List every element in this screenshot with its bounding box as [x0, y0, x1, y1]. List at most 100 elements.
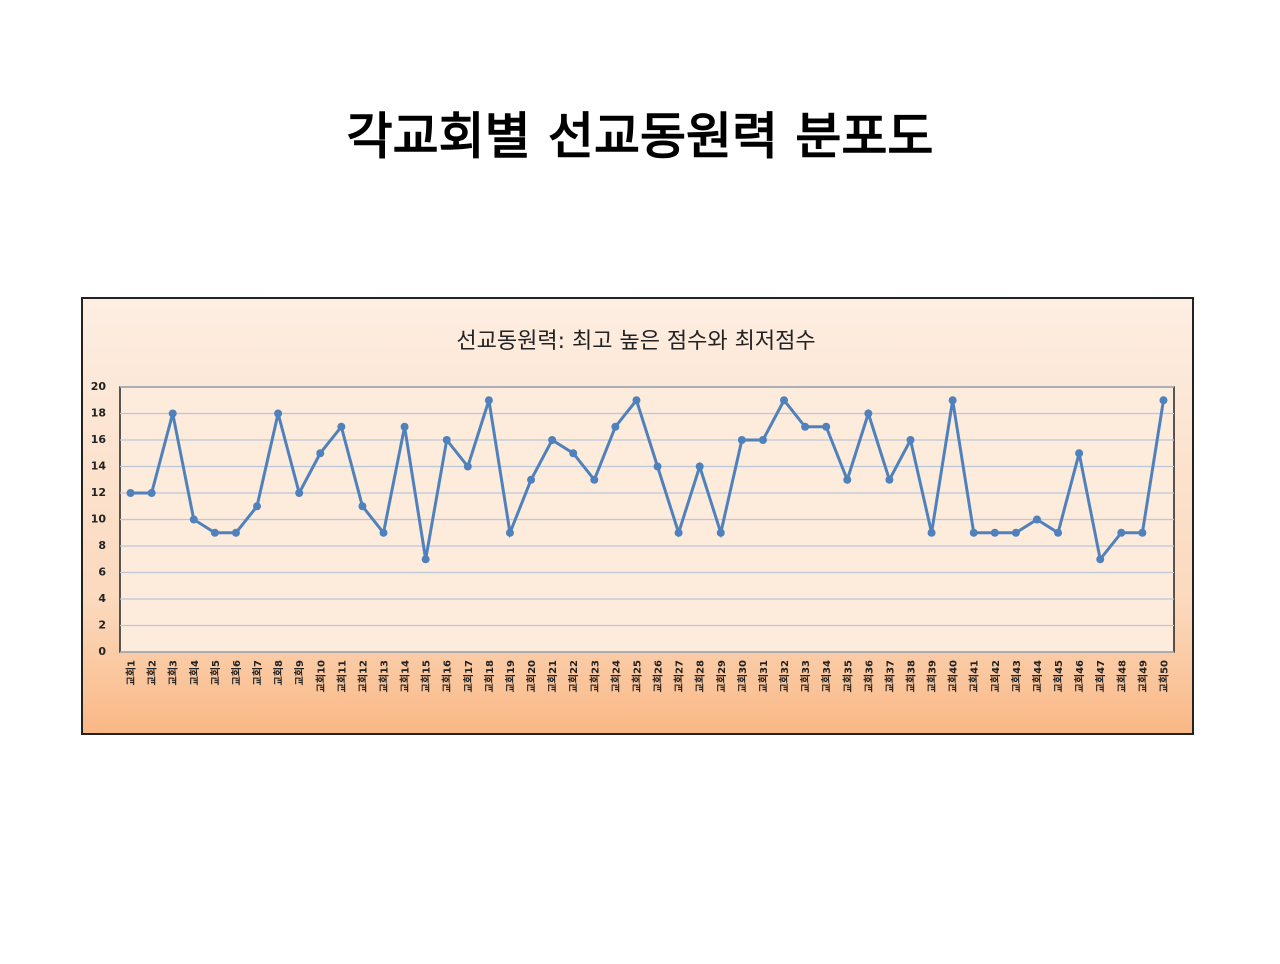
data-point	[505, 528, 514, 537]
y-tick-label: 20	[91, 380, 107, 393]
x-tick-label: 교회46	[1073, 660, 1086, 692]
data-point	[758, 436, 767, 444]
y-tick-label: 4	[98, 592, 106, 605]
data-point	[337, 422, 346, 431]
x-tick-label: 교회26	[652, 660, 665, 692]
data-point	[843, 475, 852, 484]
y-tick-label: 16	[91, 433, 107, 446]
x-tick-label: 교회27	[673, 660, 686, 692]
x-tick-label: 교회31	[757, 660, 770, 692]
x-tick-label: 교회38	[905, 660, 918, 692]
x-tick-label: 교회42	[989, 660, 1002, 692]
data-point	[737, 436, 746, 444]
x-tick-label: 교회37	[883, 660, 896, 692]
data-point	[569, 449, 578, 458]
x-tick-label: 교회32	[778, 660, 791, 692]
data-point	[548, 436, 557, 444]
x-tick-label: 교회44	[1031, 660, 1044, 692]
x-tick-label: 교회39	[926, 660, 939, 692]
y-tick-label: 10	[91, 513, 107, 526]
data-point	[948, 396, 957, 405]
x-tick-label: 교회28	[694, 660, 707, 692]
x-tick-label: 교회9	[293, 660, 306, 685]
data-point	[632, 396, 641, 405]
data-point	[295, 489, 304, 497]
x-tick-label: 교회12	[356, 660, 369, 692]
data-point	[822, 422, 831, 431]
x-tick-label: 교회45	[1052, 660, 1065, 692]
y-tick-label: 8	[98, 539, 106, 552]
data-point	[1032, 515, 1041, 524]
y-tick-label: 14	[91, 460, 107, 473]
data-point	[274, 409, 283, 418]
x-tick-label: 교회30	[736, 660, 749, 692]
data-point	[253, 502, 262, 511]
data-point	[1011, 528, 1020, 537]
x-tick-label: 교회48	[1115, 660, 1128, 692]
data-point	[590, 475, 599, 484]
x-tick-label: 교회11	[335, 660, 348, 692]
x-tick-label: 교회47	[1094, 660, 1107, 692]
x-tick-label: 교회41	[968, 660, 981, 692]
y-tick-label: 2	[98, 619, 106, 632]
x-tick-label: 교회1	[125, 660, 138, 685]
x-tick-label: 교회18	[483, 660, 496, 692]
x-tick-label: 교회4	[188, 660, 201, 685]
x-tick-label: 교회3	[167, 660, 180, 685]
x-tick-label: 교회19	[504, 660, 517, 692]
x-tick-label: 교회5	[209, 660, 222, 685]
x-tick-label: 교회40	[947, 660, 960, 692]
data-point	[780, 396, 789, 405]
y-tick-label: 12	[91, 486, 106, 499]
data-point	[716, 528, 725, 537]
data-point	[1138, 528, 1147, 537]
y-tick-label: 18	[91, 407, 106, 420]
data-point	[1075, 449, 1084, 458]
x-tick-label: 교회50	[1157, 660, 1170, 692]
data-point	[147, 489, 156, 497]
x-tick-label: 교회7	[251, 660, 264, 685]
data-point	[463, 462, 472, 471]
data-point	[1054, 528, 1063, 537]
x-tick-label: 교회34	[820, 660, 833, 692]
x-tick-label: 교회29	[715, 660, 728, 692]
x-tick-label: 교회15	[420, 660, 433, 692]
x-tick-label: 교회35	[841, 660, 854, 692]
x-tick-label: 교회14	[399, 660, 412, 692]
x-tick-label: 교회22	[567, 660, 580, 692]
x-tick-label: 교회17	[462, 660, 475, 692]
x-tick-label: 교회2	[146, 660, 159, 685]
data-point	[906, 436, 915, 444]
data-point	[801, 422, 810, 431]
x-tick-label: 교회16	[441, 660, 454, 692]
data-point	[1159, 396, 1168, 405]
data-point	[611, 422, 620, 431]
data-point	[316, 449, 325, 458]
data-point	[168, 409, 177, 418]
data-point	[927, 528, 936, 537]
x-tick-label: 교회25	[630, 660, 643, 692]
x-tick-label: 교회6	[230, 660, 243, 685]
y-tick-label: 0	[98, 645, 106, 658]
x-tick-label: 교회21	[546, 660, 559, 692]
data-point	[421, 555, 430, 564]
data-point	[885, 475, 894, 484]
x-tick-label: 교회23	[588, 660, 601, 692]
x-tick-label: 교회8	[272, 660, 285, 685]
data-point	[210, 528, 219, 537]
data-point	[231, 528, 240, 537]
data-point	[990, 528, 999, 537]
chart-title: 선교동원력: 최고 높은 점수와 최저점수	[456, 329, 815, 354]
data-point	[674, 528, 683, 537]
data-point	[969, 528, 978, 537]
data-point	[442, 436, 451, 444]
y-tick-label: 6	[98, 566, 106, 579]
data-point	[484, 396, 493, 405]
x-tick-label: 교회10	[314, 660, 327, 692]
data-point	[358, 502, 367, 511]
data-point	[189, 515, 198, 524]
data-point	[695, 462, 704, 471]
data-point	[653, 462, 662, 471]
x-tick-label: 교회13	[378, 660, 391, 692]
